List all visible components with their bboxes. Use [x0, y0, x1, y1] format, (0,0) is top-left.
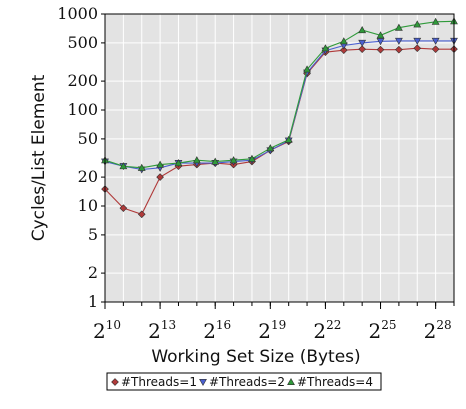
plot-background: [104, 13, 455, 303]
data-point: [119, 204, 128, 212]
x-tick-label: 213: [148, 318, 176, 343]
data-point: [119, 162, 128, 170]
data-point: [266, 144, 275, 152]
data-point: [395, 45, 403, 54]
y-tick-label: 500: [67, 33, 98, 52]
data-point: [284, 135, 293, 143]
data-point: [413, 20, 422, 28]
data-point: [174, 159, 183, 167]
data-point: [394, 37, 403, 45]
y-tick-label: 20: [78, 167, 98, 186]
data-point: [192, 156, 201, 164]
legend-label: #Threads=2: [209, 375, 285, 389]
plot-frame: [104, 13, 455, 303]
data-point: [431, 45, 440, 54]
series-layer: [101, 17, 458, 219]
data-point: [431, 17, 440, 25]
x-tick-label: 219: [258, 318, 286, 343]
x-tick-label: 222: [313, 318, 341, 343]
data-point: [358, 45, 366, 54]
series-3: [101, 17, 458, 171]
x-tick-label: 210: [93, 318, 121, 343]
data-point: [229, 156, 238, 164]
data-point: [358, 26, 367, 34]
legend: #Threads=1 #Threads=2 #Threads=4: [106, 372, 382, 391]
legend-box: [106, 372, 382, 391]
data-point: [431, 37, 440, 45]
data-point: [211, 157, 220, 165]
data-point: [248, 154, 256, 162]
data-point: [376, 38, 385, 46]
legend-marker: [111, 378, 119, 386]
data-point: [394, 23, 403, 31]
x-axis-ticks: 210 213 216 219 222 225 228: [93, 302, 455, 343]
series-line: [104, 20, 455, 169]
legend-label: #Threads=1: [121, 375, 197, 389]
data-point: [156, 160, 165, 168]
data-point: [376, 31, 385, 39]
x-axis-title: Working Set Size (Bytes): [151, 347, 360, 367]
data-point: [339, 37, 348, 45]
data-point: [339, 46, 348, 54]
data-point: [358, 39, 367, 47]
y-tick-label: 100: [67, 100, 98, 119]
y-tick-label: 200: [67, 71, 98, 90]
x-tick-label: 216: [203, 318, 231, 343]
y-tick-label: 50: [78, 129, 98, 148]
legend-marker: [287, 377, 295, 386]
y-tick-label: 1: [88, 292, 98, 311]
y-tick-label: 5: [88, 225, 98, 244]
legend-label: #Threads=4: [297, 375, 373, 389]
legend-marker: [199, 378, 207, 387]
data-point: [303, 65, 311, 73]
x-tick-label: 228: [424, 318, 452, 343]
y-tick-label: 2: [88, 263, 98, 282]
data-point: [156, 173, 164, 181]
data-point: [321, 44, 330, 52]
data-point: [413, 44, 422, 53]
y-tick-label: 10: [78, 196, 98, 215]
y-tick-label: 1000: [57, 4, 98, 23]
data-point: [413, 37, 422, 45]
y-axis-title: Cycles/List Element: [29, 74, 49, 241]
data-point: [137, 210, 146, 219]
x-tick-label: 225: [369, 318, 397, 343]
data-point: [376, 45, 385, 54]
data-point: [137, 163, 146, 171]
y-axis-ticks: 1 2 5 10 20 50 100 200 500 1000: [57, 4, 105, 311]
